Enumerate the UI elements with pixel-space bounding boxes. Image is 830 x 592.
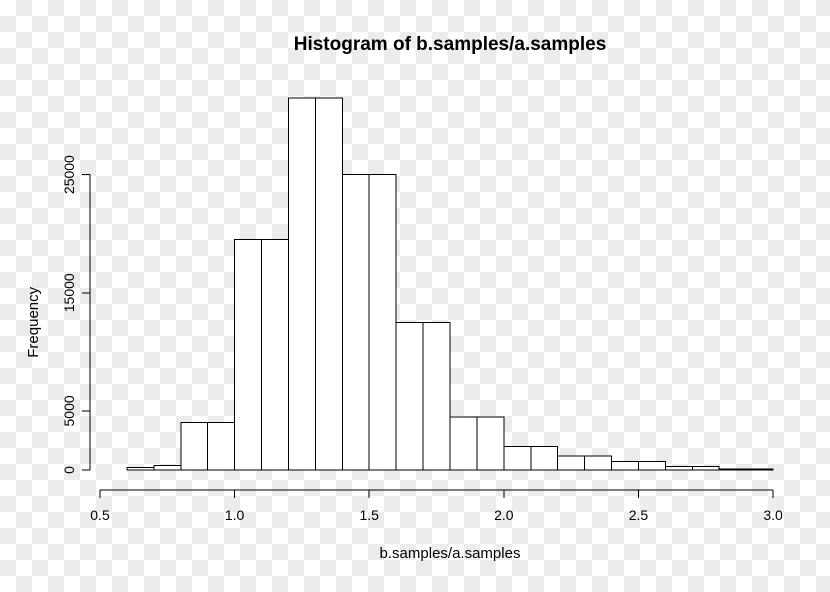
histogram-bar — [315, 98, 342, 470]
histogram-bar — [369, 175, 396, 470]
y-tick-label: 5000 — [61, 395, 77, 426]
histogram-bar — [342, 175, 369, 470]
x-tick-label: 0.5 — [90, 507, 110, 523]
histogram-bar — [612, 462, 639, 470]
histogram-bar — [235, 240, 262, 470]
histogram-bar — [719, 469, 746, 470]
histogram-bar — [127, 468, 154, 470]
histogram-bar — [181, 423, 208, 470]
histogram-bar — [477, 417, 504, 470]
y-axis: 0 5000 15000 25000 Frequency — [25, 155, 90, 474]
x-tick-label: 3.0 — [763, 507, 783, 523]
histogram-bar — [262, 240, 289, 470]
histogram-bar — [692, 466, 719, 470]
histogram-bar — [423, 322, 450, 470]
histogram-bar — [531, 446, 558, 470]
x-axis-label: b.samples/a.samples — [380, 545, 521, 562]
histogram-bar — [558, 456, 585, 470]
histogram-bar — [638, 462, 665, 470]
histogram-bar — [585, 456, 612, 470]
histogram-bar — [396, 322, 423, 470]
histogram-bars — [127, 98, 773, 470]
y-axis-label: Frequency — [25, 286, 42, 357]
x-tick-label: 2.0 — [494, 507, 514, 523]
histogram-bar — [504, 446, 531, 470]
x-axis: 0.5 1.0 1.5 2.0 2.5 3.0 b.samples/a.samples — [90, 490, 783, 562]
histogram-bar — [288, 98, 315, 470]
chart-title: Histogram of b.samples/a.samples — [294, 34, 607, 55]
x-tick-label: 2.5 — [629, 507, 649, 523]
y-tick-label: 25000 — [61, 155, 77, 194]
histogram-bar — [746, 469, 773, 470]
chart-container: Histogram of b.samples/a.samples 0.5 1.0 1.… — [0, 0, 830, 592]
y-tick-label: 0 — [61, 466, 77, 474]
histogram-bar — [154, 465, 181, 470]
x-tick-label: 1.0 — [225, 507, 245, 523]
y-tick-label: 15000 — [61, 273, 77, 312]
histogram-chart: Histogram of b.samples/a.samples 0.5 1.0 1.… — [0, 0, 830, 592]
x-tick-label: 1.5 — [359, 507, 379, 523]
histogram-bar — [665, 466, 692, 470]
histogram-bar — [208, 423, 235, 470]
histogram-bar — [450, 417, 477, 470]
